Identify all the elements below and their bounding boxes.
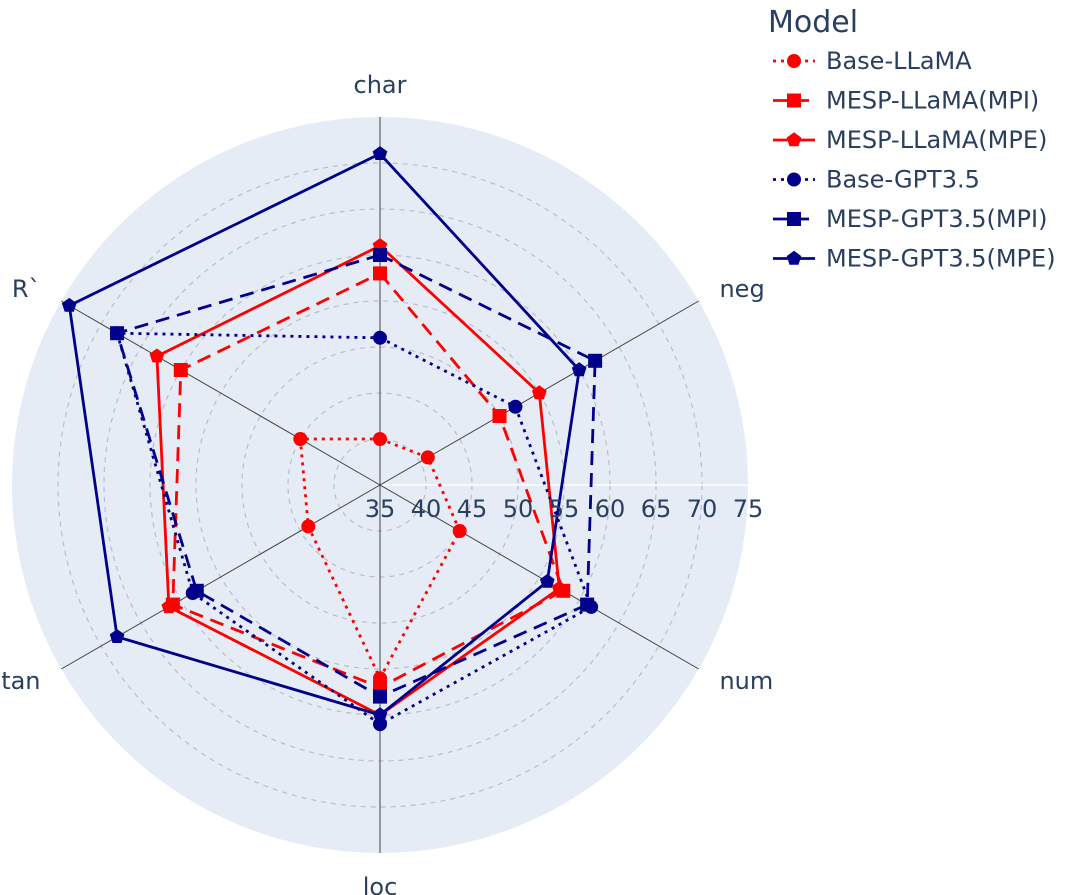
data-series [61, 146, 603, 732]
data-point [373, 432, 387, 446]
legend-item[interactable]: MESP-LLaMA(MPI) [773, 87, 1039, 115]
axis-label-5: R` [12, 275, 41, 303]
data-point [373, 689, 387, 704]
legend-item[interactable]: Base-GPT3.5 [773, 166, 980, 194]
data-point [173, 363, 188, 377]
axis-labels: char neg num loc stan R` [0, 71, 773, 895]
radial-tick-label: 35 [365, 495, 396, 523]
data-point [551, 580, 567, 595]
axis-label-0: char [354, 71, 407, 99]
data-point [571, 362, 587, 377]
legend-item[interactable]: MESP-GPT3.5(MPI) [773, 205, 1047, 233]
legend-marker [786, 132, 802, 147]
radial-tick-label: 65 [641, 495, 672, 523]
legend-marker [786, 250, 802, 265]
radial-tick-label: 75 [733, 495, 764, 523]
data-point [149, 348, 165, 363]
legend-label: MESP-LLaMA(MPE) [826, 126, 1047, 154]
data-point [301, 519, 316, 534]
data-point [61, 297, 77, 312]
legend-marker [787, 93, 801, 108]
axis-label-2: num [719, 667, 773, 695]
legend-label: MESP-LLaMA(MPI) [826, 87, 1039, 115]
legend-label: MESP-GPT3.5(MPE) [826, 245, 1056, 273]
axis-label-4: stan [0, 667, 41, 695]
legend[interactable]: Model Base-LLaMA MESP-LLaMA(MPI) MESP-LLaMA… [768, 5, 1056, 273]
legend-item[interactable]: MESP-LLaMA(MPE) [773, 126, 1047, 154]
data-point [293, 432, 308, 446]
data-point [532, 385, 547, 400]
axis-label-1: neg [719, 275, 764, 303]
data-point [580, 597, 595, 612]
data-point [109, 629, 125, 643]
radial-tick-label: 40 [411, 495, 442, 523]
data-point [373, 266, 387, 281]
legend-marker [787, 212, 801, 226]
data-point [373, 248, 387, 262]
data-point [588, 353, 603, 368]
radial-tick-label: 60 [595, 495, 626, 523]
series-5 [61, 146, 587, 722]
data-point [373, 330, 387, 345]
data-point [420, 450, 435, 465]
data-point [452, 524, 467, 538]
legend-label: Base-GPT3.5 [826, 166, 980, 194]
radial-tick-label: 55 [549, 495, 580, 523]
legend-item[interactable]: Base-LLaMA [773, 47, 972, 75]
data-point [492, 409, 507, 423]
data-point [161, 599, 177, 614]
spoke-line [379, 484, 699, 670]
radial-tick-label: 50 [503, 495, 534, 523]
data-point [372, 707, 388, 722]
legend-item[interactable]: MESP-GPT3.5(MPE) [773, 245, 1056, 273]
data-point [372, 146, 388, 160]
legend-marker [787, 172, 801, 187]
legend-marker [787, 54, 801, 68]
radial-tick-label: 70 [687, 495, 718, 523]
data-point [189, 583, 204, 598]
data-point [110, 326, 125, 341]
axis-label-3: loc [363, 873, 398, 895]
legend-label: MESP-GPT3.5(MPI) [826, 205, 1047, 233]
series-4 [110, 248, 603, 704]
data-point [540, 573, 555, 588]
data-point [508, 399, 523, 414]
legend-label: Base-LLaMA [826, 47, 972, 75]
legend-title: Model [768, 5, 858, 40]
radial-tick-labels: 35 40 45 50 55 60 65 70 75 [365, 495, 764, 523]
radial-tick-label: 45 [457, 495, 488, 523]
